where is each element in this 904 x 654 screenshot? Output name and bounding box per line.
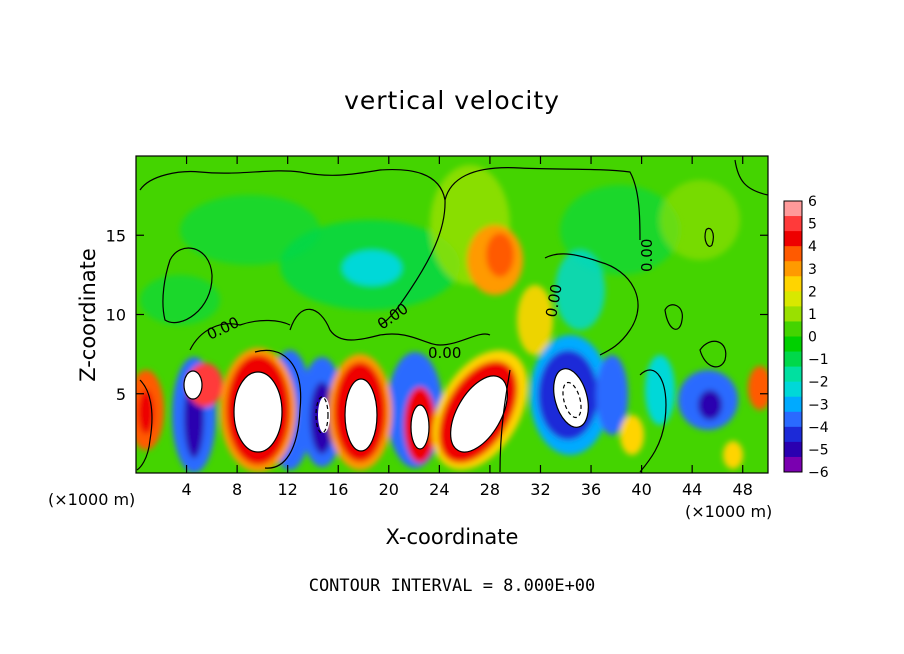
colorbar-segment bbox=[784, 336, 802, 353]
colorbar-label: −1 bbox=[808, 352, 829, 368]
contour-interval-note: CONTOUR INTERVAL = 8.000E+00 bbox=[308, 576, 596, 596]
colorbar-label: 0 bbox=[808, 330, 817, 346]
x-unit-label-left: (×1000 m) bbox=[48, 490, 136, 509]
colorbar-segment bbox=[784, 291, 802, 307]
colorbar: 6 5 4 3 2 1 0 −1 −2 −3 −4 −5 −6 bbox=[783, 194, 829, 481]
colorbar-label: 3 bbox=[808, 262, 817, 278]
y-tick-label: 10 bbox=[106, 306, 126, 325]
colorbar-label: 4 bbox=[808, 239, 817, 255]
x-tick-label: 24 bbox=[429, 480, 449, 499]
x-unit-label-right: (×1000 m) bbox=[685, 502, 773, 521]
x-tick-label: 28 bbox=[480, 480, 500, 499]
colorbar-segment bbox=[784, 216, 802, 232]
x-axis-label: X-coordinate bbox=[385, 525, 519, 549]
x-tick-label: 36 bbox=[581, 480, 601, 499]
colorbar-segment bbox=[784, 201, 802, 217]
x-tick-label: 16 bbox=[328, 480, 348, 499]
y-axis: 5 10 15 bbox=[106, 226, 768, 404]
colorbar-label: 5 bbox=[808, 217, 817, 233]
colorbar-segment bbox=[784, 321, 802, 337]
colorbar-segment bbox=[784, 351, 802, 368]
colorbar-label: 6 bbox=[808, 194, 817, 210]
x-tick-label: 4 bbox=[181, 480, 191, 499]
contour-label: 0.00 bbox=[638, 239, 656, 272]
colorbar-segment bbox=[784, 306, 802, 322]
colorbar-label: −4 bbox=[808, 420, 829, 436]
x-tick-label: 20 bbox=[379, 480, 399, 499]
colorbar-frame bbox=[783, 200, 803, 473]
x-tick-label: 48 bbox=[733, 480, 753, 499]
colorbar-segment bbox=[784, 381, 802, 398]
x-axis: 4 8 12 16 20 24 28 32 36 40 44 48 bbox=[181, 156, 753, 499]
colorbar-segment bbox=[784, 441, 802, 458]
colorbar-segment bbox=[784, 456, 802, 473]
y-tick-label: 5 bbox=[116, 385, 126, 404]
colorbar-segment bbox=[784, 396, 802, 413]
x-tick-label: 44 bbox=[682, 480, 702, 499]
colorbar-segment bbox=[784, 426, 802, 443]
colorbar-label: 1 bbox=[808, 307, 817, 323]
colorbar-label: −6 bbox=[808, 465, 829, 481]
contour-lines bbox=[136, 159, 768, 473]
x-tick-label: 8 bbox=[232, 480, 242, 499]
x-tick-label: 12 bbox=[278, 480, 298, 499]
contour-label: 0.00 bbox=[542, 283, 566, 319]
colorbar-segment bbox=[784, 276, 802, 292]
x-tick-label: 32 bbox=[530, 480, 550, 499]
x-tick-label: 40 bbox=[631, 480, 651, 499]
chart-title: vertical velocity bbox=[344, 86, 560, 115]
y-tick-label: 15 bbox=[106, 226, 126, 245]
colorbar-segment bbox=[784, 246, 802, 262]
colorbar-segment bbox=[784, 366, 802, 383]
colorbar-label: −5 bbox=[808, 442, 829, 458]
colorbar-segment bbox=[784, 411, 802, 428]
contour-label: 0.00 bbox=[428, 344, 461, 362]
colorbar-label: −2 bbox=[808, 375, 829, 391]
colorbar-label: 2 bbox=[808, 284, 817, 300]
colorbar-segment bbox=[784, 231, 802, 247]
colorbar-segment bbox=[784, 261, 802, 277]
colorbar-label: −3 bbox=[808, 397, 829, 413]
